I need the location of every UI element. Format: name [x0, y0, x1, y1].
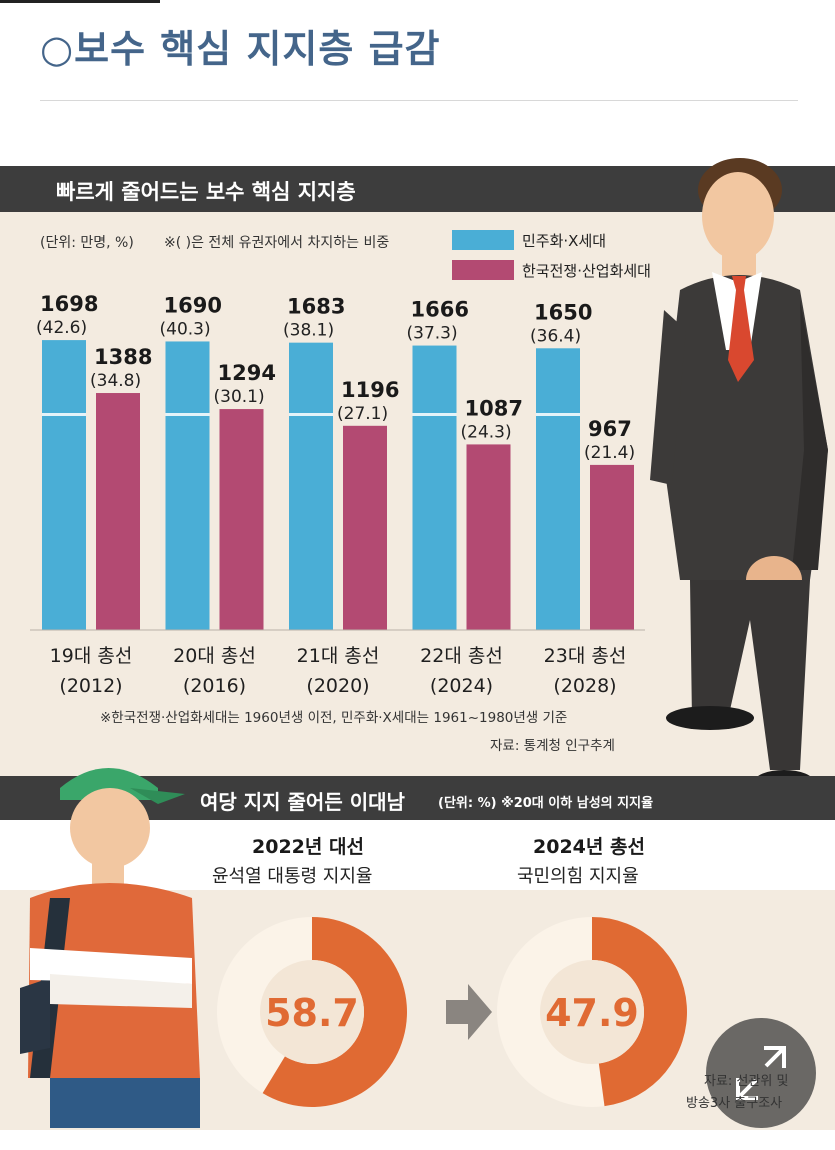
bar-axis-break-1	[42, 413, 86, 416]
young-man-jeans	[50, 1078, 200, 1128]
donut-source-line2: 방송3사 출구조사	[686, 1096, 783, 1111]
category-year-label: (2028)	[553, 675, 616, 697]
cap-brim	[130, 788, 185, 804]
donut-hole-1	[260, 960, 364, 1064]
bar-2-1	[96, 393, 140, 630]
crossed-arms-lower	[50, 974, 192, 1008]
top-strip	[0, 0, 160, 3]
donut-layer: 58.7 47.9	[217, 917, 688, 1107]
category-year-label: (2016)	[183, 675, 246, 697]
bar-value-label: 1650	[534, 300, 592, 324]
bar-value-label: 967	[588, 417, 632, 441]
chart-source: 자료: 통계청 인구추계	[490, 738, 615, 754]
bar-2-3	[343, 425, 387, 630]
legend-label-series-2: 한국전쟁·산업화세대	[522, 262, 651, 280]
man-jacket	[662, 275, 828, 580]
bar-value-label: 1683	[287, 295, 345, 319]
chart-footnote: ※한국전쟁·산업화세대는 1960년생 이전, 민주화·X세대는 1961~19…	[100, 710, 568, 726]
bar-axis-break-2	[165, 413, 210, 416]
bar-share-label: (42.6)	[36, 318, 87, 338]
section2-title: 여당 지지 줄어든 이대남	[200, 790, 405, 814]
donut-value-1: 58.7	[265, 991, 359, 1035]
legend-swatch-series-2	[452, 260, 514, 280]
headline-divider	[40, 100, 798, 101]
bar-1-3	[289, 342, 333, 630]
bar-value-label: 1666	[411, 298, 469, 322]
bar-share-label: (37.3)	[407, 324, 458, 344]
donut-slice-1	[262, 917, 407, 1107]
bag-icon	[20, 978, 50, 1054]
bar-chart: 1698(42.6) 1388(34.8) 19대 총선 (2012) 1690(40.…	[30, 292, 645, 697]
man-shoe-1	[666, 706, 754, 730]
man-left-arm	[792, 300, 828, 570]
section1-header-bar	[0, 166, 835, 212]
category-year-label: (2012)	[59, 675, 122, 697]
donut-hole-2	[540, 960, 644, 1064]
bar-value-label: 1294	[218, 361, 276, 385]
bar-value-label: 1087	[465, 396, 523, 420]
donut1-year: 2022년 대선	[252, 836, 364, 858]
crossed-arms	[30, 948, 192, 984]
man-trousers	[690, 580, 810, 770]
donut-slice-2	[592, 917, 688, 1107]
donut-value-2: 47.9	[545, 991, 639, 1035]
bar-1-5	[536, 348, 580, 630]
bar-value-label: 1388	[94, 345, 152, 369]
donut2-label: 국민의힘 지지율	[517, 866, 639, 887]
bar-share-label: (38.1)	[283, 321, 334, 341]
section1-title: 빠르게 줄어드는 보수 핵심 지지층	[56, 180, 356, 204]
bar-share-label: (27.1)	[337, 404, 388, 424]
bar-2-2	[219, 409, 264, 630]
young-man-illustration	[20, 768, 200, 1128]
bar-value-label: 1698	[40, 292, 98, 316]
donut1-label: 윤석열 대통령 지지율	[212, 866, 373, 887]
bar-share-label: (21.4)	[584, 443, 635, 463]
unit-note: (단위: 만명, %)	[40, 235, 134, 251]
bar-axis-break-4	[412, 413, 457, 416]
bar-value-label: 1196	[341, 378, 399, 402]
young-man-head	[70, 788, 150, 868]
man-head	[702, 172, 774, 260]
bar-share-label: (34.8)	[90, 371, 141, 391]
donut-source-line1: 자료: 선관위 및	[704, 1074, 789, 1089]
legend-swatch-series-1	[452, 230, 514, 250]
bar-1-1	[42, 340, 86, 630]
share-note: ※( )은 전체 유권자에서 차지하는 비중	[164, 235, 390, 251]
bar-share-label: (30.1)	[214, 387, 265, 407]
donut-charts: 58.7 47.9	[217, 917, 688, 1107]
cap-icon	[60, 768, 158, 800]
man-tie	[728, 276, 754, 382]
category-label: 22대 총선	[420, 645, 503, 667]
man-right-arm	[650, 310, 686, 485]
page-headline: ○보수 핵심 지지층 급감	[40, 27, 441, 71]
bars-layer: 1698(42.6) 1388(34.8) 19대 총선 (2012) 1690(40.…	[30, 292, 645, 697]
bar-2-5	[590, 464, 634, 630]
category-year-label: (2020)	[306, 675, 369, 697]
bar-2-4	[466, 444, 511, 630]
category-label: 20대 총선	[173, 645, 256, 667]
expand-icon	[736, 1046, 786, 1100]
bar-value-label: 1690	[164, 293, 222, 317]
category-year-label: (2024)	[430, 675, 493, 697]
category-label: 21대 총선	[297, 645, 380, 667]
man-in-suit-illustration	[650, 158, 828, 794]
bar-share-label: (24.3)	[461, 422, 512, 442]
bar-axis-break-3	[289, 413, 333, 416]
young-man-neck	[92, 860, 124, 886]
category-label: 19대 총선	[50, 645, 133, 667]
bar-share-label: (36.4)	[530, 326, 581, 346]
bar-share-label: (40.3)	[160, 319, 211, 339]
bar-axis-break-5	[536, 413, 580, 416]
category-label: 23대 총선	[544, 645, 627, 667]
bar-1-4	[412, 345, 457, 630]
donut2-year: 2024년 총선	[533, 836, 645, 858]
legend-label-series-1: 민주화·X세대	[522, 232, 607, 250]
bar-1-2	[165, 341, 210, 630]
arrow-right-icon	[446, 984, 492, 1040]
expand-button[interactable]	[706, 1018, 816, 1128]
section2-note: (단위: %) ※20대 이하 남성의 지지율	[438, 796, 654, 811]
